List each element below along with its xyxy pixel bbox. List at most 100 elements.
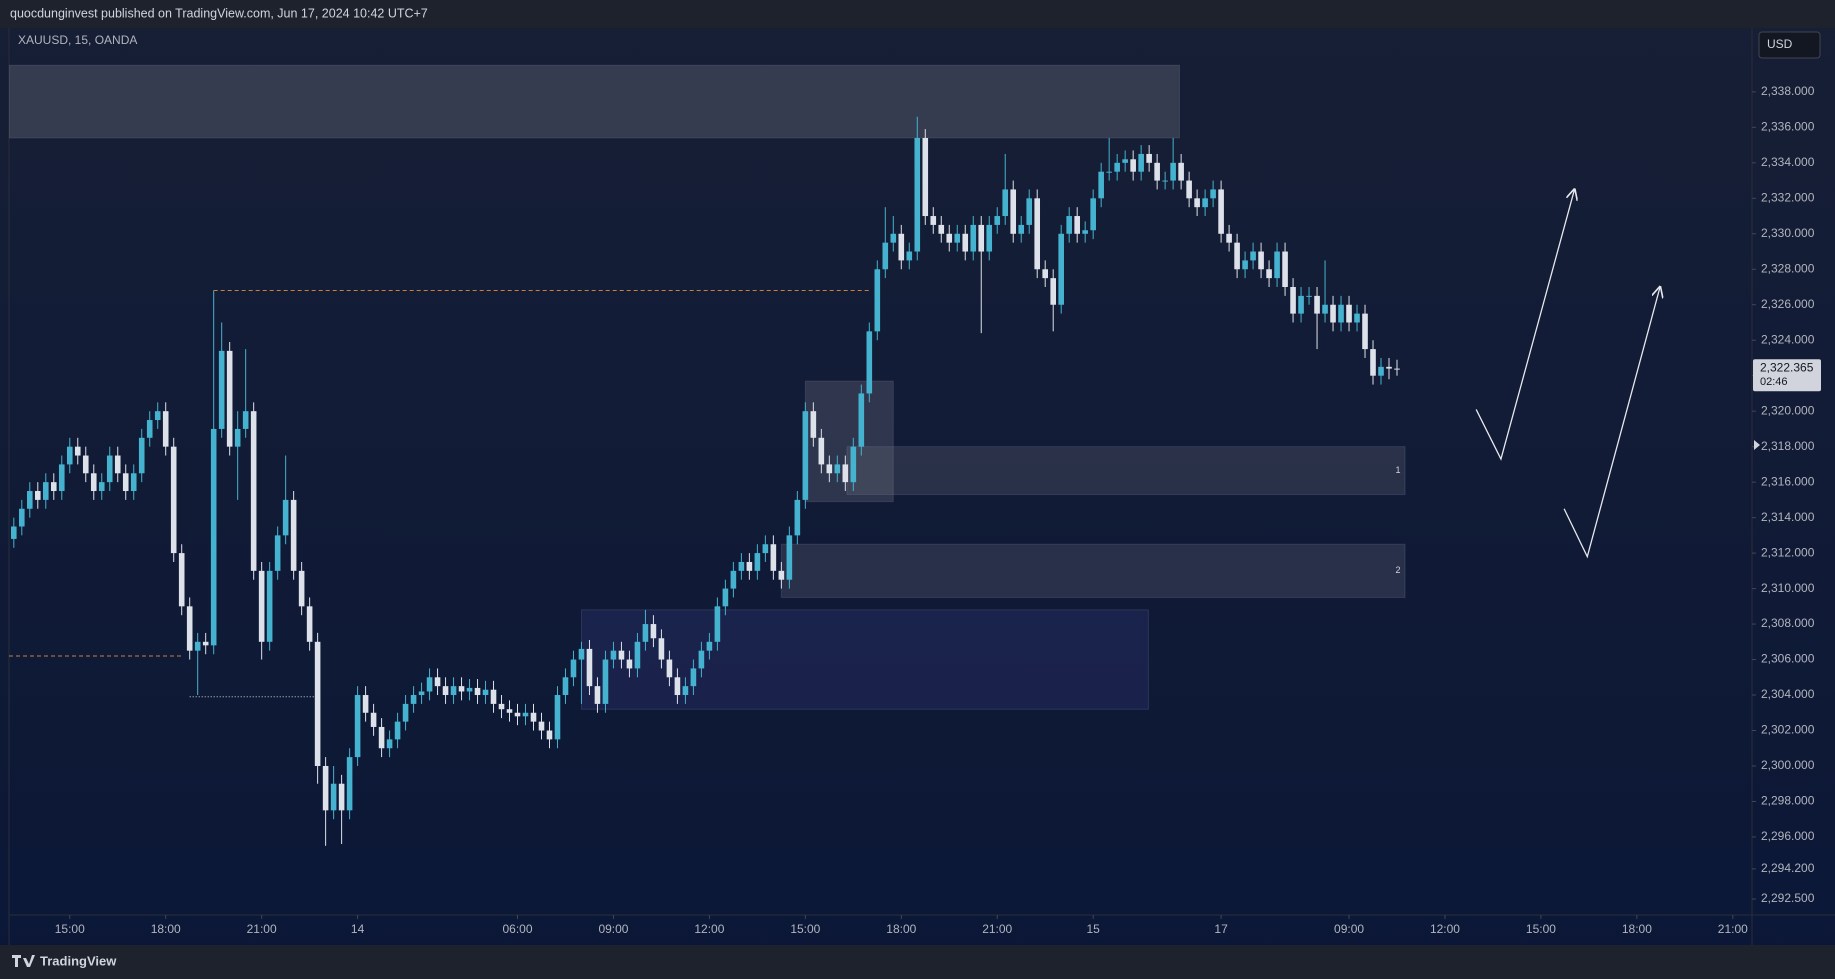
candle-body — [106, 455, 113, 483]
candle-body — [1282, 251, 1288, 288]
x-tick-label: 06:00 — [502, 922, 532, 936]
candle-body — [1362, 313, 1368, 350]
candle-body — [1090, 198, 1096, 231]
candle-body — [978, 224, 985, 252]
candle-body — [1002, 189, 1009, 217]
candle-body — [554, 695, 561, 740]
candle-body — [386, 739, 393, 749]
y-tick-label: 2,314.000 — [1761, 510, 1815, 524]
candle-body — [1266, 269, 1272, 279]
candle-body — [882, 242, 889, 270]
candle-body — [1210, 189, 1216, 199]
y-tick-label: 2,292.500 — [1761, 891, 1815, 905]
candle-body — [82, 455, 89, 474]
candle-body — [714, 606, 721, 642]
candle-body — [74, 446, 81, 456]
candle-body — [706, 641, 713, 651]
candle-body — [698, 650, 705, 669]
candle-body — [890, 233, 897, 243]
candle-body — [498, 703, 505, 710]
candle-body — [538, 721, 545, 731]
candle-body — [1218, 189, 1224, 234]
candle-body — [586, 648, 593, 687]
x-tick-label: 21:00 — [1718, 922, 1748, 936]
symbol-label: XAUUSD, 15, OANDA — [18, 33, 137, 47]
candle-body — [1202, 198, 1208, 208]
candle-body — [1378, 366, 1384, 376]
candle-body — [274, 535, 281, 571]
zone — [580, 609, 1149, 710]
y-tick-label: 2,332.000 — [1761, 190, 1815, 204]
currency-badge[interactable] — [1758, 31, 1821, 59]
candle-body — [1178, 162, 1184, 181]
x-tick-label: 14 — [351, 922, 365, 936]
candle-body — [506, 709, 513, 713]
candle-body — [258, 570, 265, 642]
candle-body — [42, 482, 49, 500]
candle-body — [226, 350, 233, 447]
candle-body — [530, 712, 537, 722]
x-tick-label: 12:00 — [1430, 922, 1460, 936]
candle-body — [834, 464, 841, 474]
candle-body — [762, 544, 769, 554]
candle-body — [1026, 198, 1033, 225]
y-tick-label: 2,306.000 — [1761, 652, 1815, 666]
candle-body — [202, 641, 209, 646]
candle-body — [874, 269, 881, 332]
candle-body — [690, 668, 697, 687]
candle-body — [1298, 295, 1304, 314]
candle-body — [522, 712, 529, 717]
candle-body — [1146, 153, 1152, 163]
candle-body — [778, 570, 785, 580]
candle-body — [26, 491, 33, 509]
candle-body — [1074, 216, 1080, 234]
candle-body — [842, 464, 849, 483]
candle-body — [282, 499, 289, 536]
candle-body — [250, 411, 257, 571]
candle-body — [922, 137, 929, 217]
candle-body — [930, 216, 937, 225]
candle-body — [570, 659, 577, 678]
candle-body — [650, 624, 657, 639]
candle-body — [410, 695, 417, 704]
candle-body — [98, 482, 105, 492]
candle-body — [1234, 242, 1240, 270]
candle-body — [1042, 269, 1049, 279]
y-tick-label: 2,300.000 — [1761, 758, 1815, 772]
candle-body — [1162, 180, 1168, 182]
candle-body — [1242, 260, 1248, 270]
candle-body — [154, 411, 161, 421]
candle-body — [266, 570, 273, 642]
zone-label: 2 — [1395, 565, 1400, 575]
y-tick-label: 2,294.200 — [1761, 861, 1815, 875]
candle-body — [1130, 159, 1136, 172]
candle-body — [674, 677, 681, 696]
y-tick-label: 2,336.000 — [1761, 120, 1815, 134]
candle-body — [330, 783, 337, 811]
candle-body — [794, 499, 801, 536]
candle-body — [1066, 216, 1072, 234]
candle-body — [738, 561, 745, 571]
candle-body — [1314, 295, 1320, 314]
candle-body — [1330, 304, 1336, 323]
candle-body — [418, 691, 425, 696]
candle-body — [666, 659, 673, 678]
y-tick-label: 2,308.000 — [1761, 616, 1815, 630]
x-tick-label: 21:00 — [982, 922, 1012, 936]
candle-body — [370, 712, 377, 727]
candle-body — [634, 641, 641, 669]
candle-body — [1258, 251, 1264, 270]
candle-body — [426, 677, 433, 692]
zone — [846, 446, 1406, 496]
y-tick-label: 2,318.000 — [1761, 439, 1815, 453]
candle-body — [346, 757, 353, 811]
candle-body — [642, 624, 649, 642]
candle-body — [770, 544, 777, 571]
footer-bar — [0, 945, 1835, 979]
x-tick-label: 18:00 — [151, 922, 181, 936]
axis-marker — [1754, 440, 1760, 450]
candle-body — [906, 251, 913, 261]
candle-body — [290, 499, 297, 571]
